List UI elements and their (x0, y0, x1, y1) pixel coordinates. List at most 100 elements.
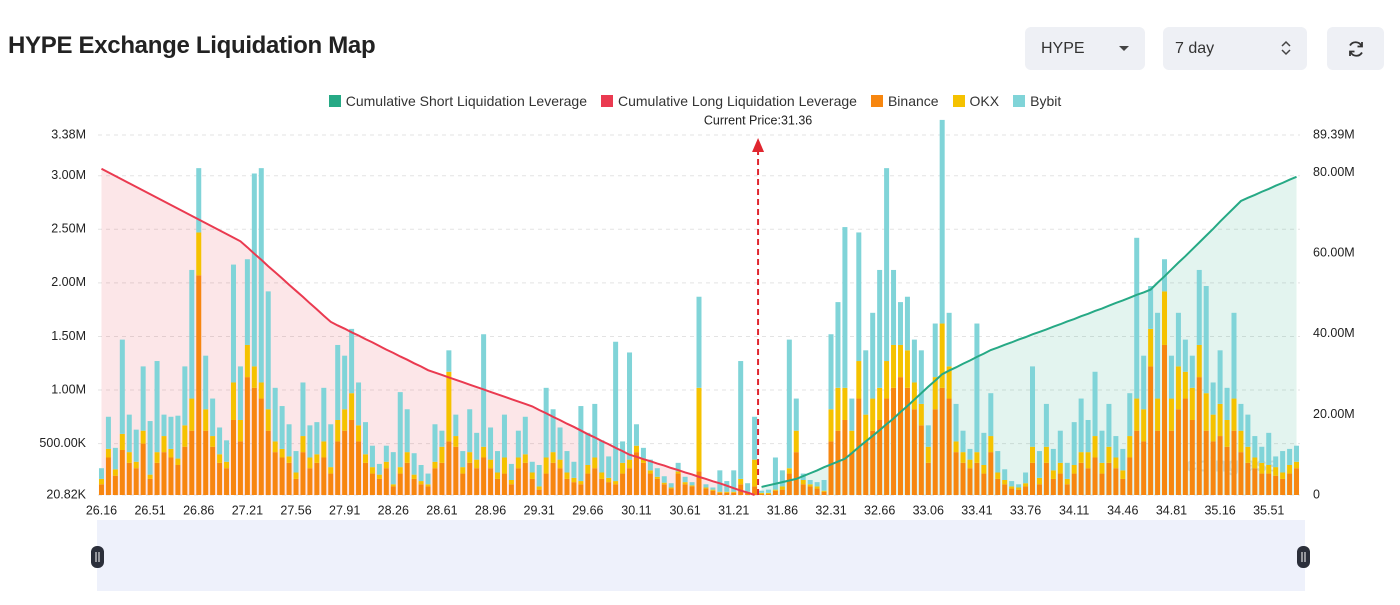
legend: Cumulative Short Liquidation Leverage Cum… (0, 93, 1390, 109)
bar-segment (606, 482, 612, 495)
bar-segment (515, 430, 521, 458)
bar-segment (571, 477, 577, 483)
bar-segment (640, 462, 646, 495)
bar-segment (960, 462, 966, 495)
bar-segment (779, 470, 785, 487)
bar-segment (126, 414, 132, 453)
bar-segment (752, 486, 758, 495)
bar-segment (606, 477, 612, 483)
bar-segment (877, 387, 883, 420)
bar-segment (265, 409, 271, 431)
bar-segment (911, 339, 917, 383)
bar-segment (230, 382, 236, 420)
slider-handle-right[interactable] (1297, 546, 1310, 568)
bar-segment (793, 452, 799, 495)
bar-segment (1168, 398, 1174, 431)
bar-segment (536, 486, 542, 490)
bar-segment (1294, 468, 1300, 495)
legend-swatch (1013, 95, 1026, 107)
bar-segment (1175, 409, 1181, 495)
bar-segment (362, 462, 368, 495)
bar-segment (717, 492, 723, 495)
bar-segment (383, 461, 389, 469)
bar-segment (168, 416, 174, 449)
bar-segment (1245, 446, 1251, 463)
bar-segment (1273, 456, 1279, 468)
bar-segment (230, 264, 236, 383)
bar-segment (654, 478, 660, 495)
legend-item[interactable]: OKX (952, 93, 999, 109)
bar-segment (786, 473, 792, 495)
bar-segment (98, 484, 104, 495)
y2-tick-label: 40.00M (1313, 326, 1355, 340)
x-tick-label: 34.81 (1156, 503, 1187, 517)
bar-segment (668, 488, 674, 495)
legend-item[interactable]: Cumulative Short Liquidation Leverage (328, 93, 587, 109)
bar-segment (119, 449, 125, 495)
bar-segment (147, 474, 153, 479)
bar-segment (1127, 457, 1133, 495)
y-tick-label: 2.00M (51, 275, 86, 289)
bar-segment (710, 487, 716, 490)
bar-segment (369, 473, 375, 495)
bar-segment (105, 448, 111, 458)
bar-segment (495, 472, 501, 479)
bar-segment (1162, 344, 1168, 495)
bar-segment (633, 424, 639, 446)
bar-segment (224, 440, 230, 462)
bar-segment (1148, 286, 1154, 329)
bar-segment (814, 482, 820, 487)
bar-segment (1224, 387, 1230, 420)
bar-segment (147, 478, 153, 495)
bar-segment (495, 478, 501, 495)
bar-segment (870, 312, 876, 399)
bar-segment (488, 427, 494, 460)
y-tick-label: 20.82K (46, 487, 86, 501)
bar-segment (251, 366, 257, 388)
range-slider[interactable] (97, 520, 1305, 591)
legend-label: Binance (887, 93, 939, 109)
bar-segment (814, 488, 820, 495)
bar-segment (870, 430, 876, 495)
bar-segment (1023, 486, 1029, 495)
bar-segment (620, 462, 626, 474)
bar-segment (1273, 467, 1279, 476)
bar-segment (682, 476, 688, 483)
slider-handle-left[interactable] (91, 546, 104, 568)
x-tick-label: 29.31 (524, 503, 555, 517)
bar-segment (237, 441, 243, 495)
bar-segment (404, 462, 410, 495)
bar-segment (918, 425, 924, 495)
bar-segment (1106, 446, 1112, 463)
range-select[interactable]: 7 day (1163, 27, 1307, 70)
bar-segment (856, 232, 862, 362)
bar-segment (793, 398, 799, 431)
symbol-select[interactable]: HYPE (1025, 27, 1145, 70)
bar-segment (1134, 237, 1140, 399)
bar-segment (828, 409, 834, 442)
legend-item[interactable]: Cumulative Long Liquidation Leverage (601, 93, 857, 109)
bar-segment (1287, 473, 1293, 495)
bar-segment (675, 462, 681, 472)
bar-segment (578, 481, 584, 485)
bar-segment (1217, 403, 1223, 437)
bar-segment (1217, 436, 1223, 495)
bar-segment (481, 457, 487, 495)
refresh-button[interactable] (1327, 27, 1384, 70)
bar-segment (279, 457, 285, 495)
bar-segment (974, 452, 980, 463)
bar-segment (835, 430, 841, 495)
bar-segment (425, 473, 431, 485)
x-tick-label: 30.61 (669, 503, 700, 517)
bar-segment (1113, 436, 1119, 458)
bar-segment (779, 486, 785, 490)
y2-tick-label: 60.00M (1313, 246, 1355, 260)
x-tick-label: 26.86 (183, 503, 214, 517)
legend-item[interactable]: Binance (870, 93, 939, 109)
legend-item[interactable]: Bybit (1013, 93, 1061, 109)
y2-tick-label: 80.00M (1313, 165, 1355, 179)
bar-segment (1155, 398, 1161, 431)
bar-segment (529, 472, 535, 479)
bar-segment (967, 459, 973, 469)
